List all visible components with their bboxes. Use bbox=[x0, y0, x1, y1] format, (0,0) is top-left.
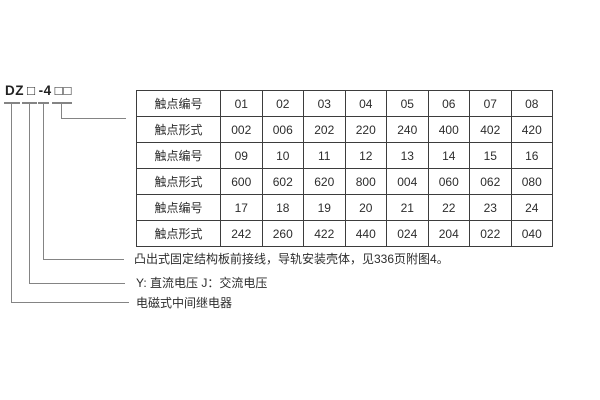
leader-horizontal-voltage bbox=[29, 283, 125, 284]
table-row: 触点编号 17 18 19 20 21 22 23 24 bbox=[136, 194, 553, 221]
value-cell: 02 bbox=[261, 90, 304, 117]
table-row: 触点形式 600 602 620 800 004 060 062 080 bbox=[136, 168, 553, 195]
value-cell: 422 bbox=[303, 220, 346, 247]
model-segment-contact-boxes: □□ bbox=[54, 83, 72, 98]
leader-vertical-series bbox=[43, 102, 44, 260]
leader-vertical-voltage bbox=[29, 102, 30, 284]
value-cell: 13 bbox=[386, 142, 429, 169]
value-cell: 07 bbox=[469, 90, 512, 117]
value-cell: 03 bbox=[303, 90, 346, 117]
contact-spec-table: 触点编号 01 02 03 04 05 06 07 08 触点形式 002 00… bbox=[136, 90, 553, 247]
value-cell: 240 bbox=[386, 116, 429, 143]
value-cell: 062 bbox=[469, 168, 512, 195]
value-cell: 24 bbox=[510, 194, 553, 221]
value-cell: 006 bbox=[261, 116, 304, 143]
value-cell: 23 bbox=[469, 194, 512, 221]
leader-tick-prefix bbox=[4, 102, 20, 104]
value-cell: 10 bbox=[261, 142, 304, 169]
value-cell: 080 bbox=[510, 168, 553, 195]
value-cell: 05 bbox=[386, 90, 429, 117]
leader-horizontal-contacts bbox=[61, 118, 126, 119]
annotation-relay-type: 电磁式中间继电器 bbox=[136, 296, 233, 310]
value-cell: 01 bbox=[220, 90, 263, 117]
leader-horizontal-prefix bbox=[11, 302, 129, 303]
table-row: 触点编号 09 10 11 12 13 14 15 16 bbox=[136, 142, 553, 169]
model-segment-series: -4 bbox=[38, 83, 52, 98]
value-cell: 004 bbox=[386, 168, 429, 195]
leader-vertical-contacts bbox=[61, 102, 62, 119]
leader-vertical-prefix bbox=[11, 102, 12, 303]
value-cell: 04 bbox=[344, 90, 387, 117]
model-segment-voltage-box: □ bbox=[27, 83, 36, 98]
value-cell: 12 bbox=[344, 142, 387, 169]
row-label-cell: 触点形式 bbox=[136, 168, 221, 195]
model-designation: DZ □ -4 □□ bbox=[5, 83, 72, 99]
annotation-voltage: Y: 直流电压 J：交流电压 bbox=[136, 276, 268, 290]
value-cell: 620 bbox=[303, 168, 346, 195]
value-cell: 602 bbox=[261, 168, 304, 195]
value-cell: 440 bbox=[344, 220, 387, 247]
value-cell: 600 bbox=[220, 168, 263, 195]
value-cell: 20 bbox=[344, 194, 387, 221]
row-label-cell: 触点编号 bbox=[136, 90, 221, 117]
value-cell: 242 bbox=[220, 220, 263, 247]
row-label-cell: 触点形式 bbox=[136, 116, 221, 143]
value-cell: 11 bbox=[303, 142, 346, 169]
row-label-cell: 触点形式 bbox=[136, 220, 221, 247]
model-segment-prefix: DZ bbox=[5, 83, 24, 98]
value-cell: 002 bbox=[220, 116, 263, 143]
value-cell: 400 bbox=[427, 116, 470, 143]
value-cell: 024 bbox=[386, 220, 429, 247]
value-cell: 202 bbox=[303, 116, 346, 143]
value-cell: 18 bbox=[261, 194, 304, 221]
value-cell: 800 bbox=[344, 168, 387, 195]
value-cell: 14 bbox=[427, 142, 470, 169]
value-cell: 22 bbox=[427, 194, 470, 221]
leader-horizontal-series bbox=[43, 259, 124, 260]
annotation-mounting: 凸出式固定结构板前接线，导轨安装壳体，见336页附图4。 bbox=[134, 252, 449, 266]
value-cell: 08 bbox=[510, 90, 553, 117]
value-cell: 402 bbox=[469, 116, 512, 143]
value-cell: 21 bbox=[386, 194, 429, 221]
value-cell: 19 bbox=[303, 194, 346, 221]
table-row: 触点形式 242 260 422 440 024 204 022 040 bbox=[136, 220, 553, 247]
value-cell: 022 bbox=[469, 220, 512, 247]
value-cell: 06 bbox=[427, 90, 470, 117]
value-cell: 09 bbox=[220, 142, 263, 169]
value-cell: 420 bbox=[510, 116, 553, 143]
value-cell: 17 bbox=[220, 194, 263, 221]
value-cell: 16 bbox=[510, 142, 553, 169]
value-cell: 15 bbox=[469, 142, 512, 169]
value-cell: 204 bbox=[427, 220, 470, 247]
value-cell: 260 bbox=[261, 220, 304, 247]
table-row: 触点编号 01 02 03 04 05 06 07 08 bbox=[136, 90, 553, 117]
leader-tick-contacts bbox=[52, 102, 72, 104]
value-cell: 060 bbox=[427, 168, 470, 195]
value-cell: 220 bbox=[344, 116, 387, 143]
table-row: 触点形式 002 006 202 220 240 400 402 420 bbox=[136, 116, 553, 143]
row-label-cell: 触点编号 bbox=[136, 194, 221, 221]
row-label-cell: 触点编号 bbox=[136, 142, 221, 169]
value-cell: 040 bbox=[510, 220, 553, 247]
